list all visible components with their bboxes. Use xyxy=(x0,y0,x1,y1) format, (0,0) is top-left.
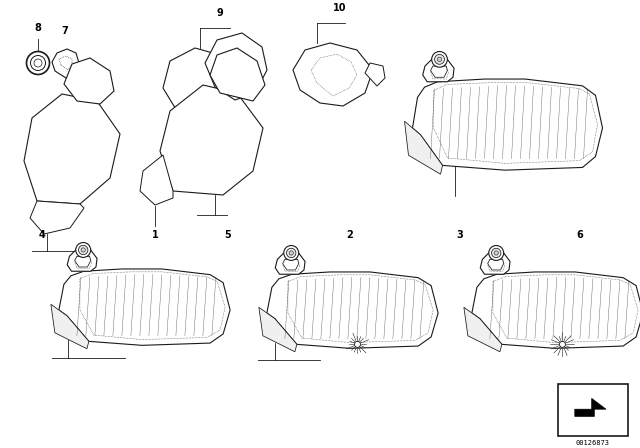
Text: 00126873: 00126873 xyxy=(576,440,610,446)
Polygon shape xyxy=(24,94,120,204)
Circle shape xyxy=(284,246,299,260)
Polygon shape xyxy=(431,66,447,78)
Text: 6: 6 xyxy=(577,230,584,240)
Text: 7: 7 xyxy=(61,26,68,36)
Polygon shape xyxy=(259,307,297,352)
Text: 4: 4 xyxy=(38,230,45,240)
Text: 10: 10 xyxy=(333,3,347,13)
Polygon shape xyxy=(210,48,265,101)
Circle shape xyxy=(81,248,85,252)
Polygon shape xyxy=(423,57,454,82)
Polygon shape xyxy=(404,121,442,174)
Circle shape xyxy=(79,245,88,254)
Circle shape xyxy=(559,341,566,347)
Polygon shape xyxy=(413,79,602,170)
Text: 3: 3 xyxy=(456,230,463,240)
Polygon shape xyxy=(140,155,173,205)
Polygon shape xyxy=(283,259,299,270)
Circle shape xyxy=(437,57,442,62)
Text: 9: 9 xyxy=(216,8,223,18)
Polygon shape xyxy=(472,272,640,349)
Polygon shape xyxy=(480,251,510,274)
Polygon shape xyxy=(365,63,385,86)
Text: 1: 1 xyxy=(152,230,158,240)
Circle shape xyxy=(435,55,444,65)
Circle shape xyxy=(76,242,91,258)
Text: 5: 5 xyxy=(225,230,232,240)
Polygon shape xyxy=(64,58,114,104)
Polygon shape xyxy=(30,201,84,234)
Circle shape xyxy=(489,246,504,260)
Polygon shape xyxy=(488,259,504,270)
FancyBboxPatch shape xyxy=(558,384,628,436)
Polygon shape xyxy=(51,304,89,349)
Polygon shape xyxy=(52,49,79,78)
Text: 2: 2 xyxy=(347,230,353,240)
Circle shape xyxy=(492,248,501,258)
Polygon shape xyxy=(575,398,606,416)
Polygon shape xyxy=(205,33,267,100)
Circle shape xyxy=(355,341,360,347)
Polygon shape xyxy=(464,307,502,352)
Circle shape xyxy=(287,248,296,258)
Polygon shape xyxy=(293,43,373,106)
Polygon shape xyxy=(163,48,235,121)
Polygon shape xyxy=(160,85,263,195)
Polygon shape xyxy=(67,248,97,271)
Polygon shape xyxy=(275,251,305,274)
Polygon shape xyxy=(59,269,230,345)
Circle shape xyxy=(289,251,293,255)
Polygon shape xyxy=(75,256,91,267)
Circle shape xyxy=(494,251,499,255)
Circle shape xyxy=(432,52,447,67)
Text: 8: 8 xyxy=(35,23,42,33)
Polygon shape xyxy=(267,272,438,349)
